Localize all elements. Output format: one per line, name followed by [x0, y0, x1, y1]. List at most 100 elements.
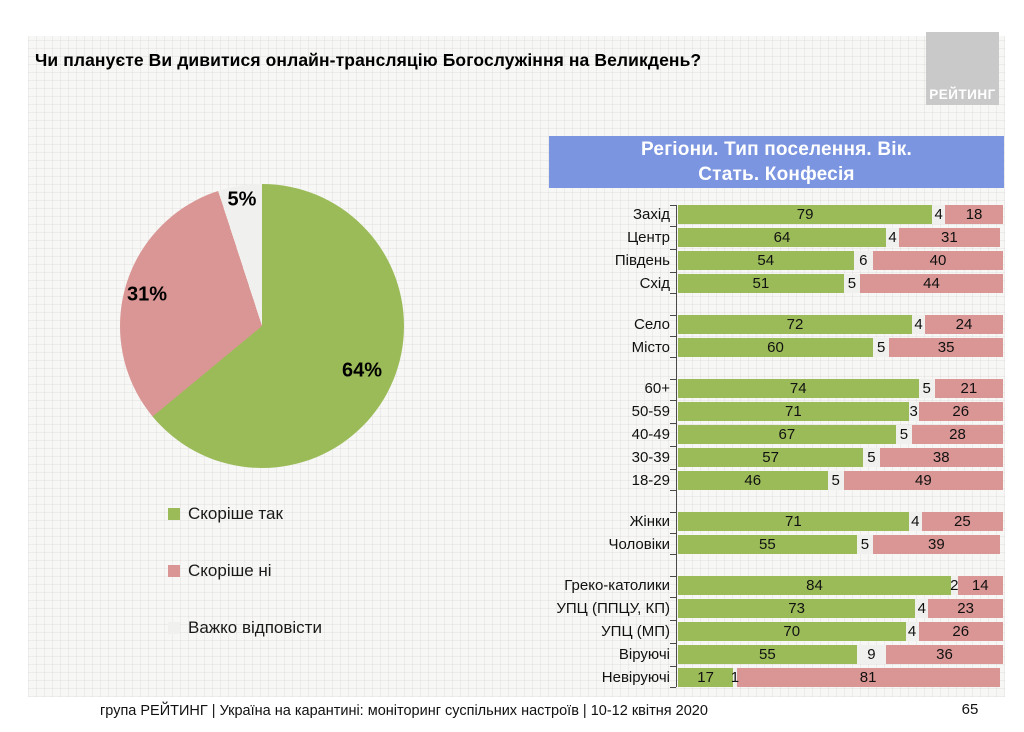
- bar-track: 55 9 36: [678, 645, 1003, 664]
- axis-tick: [670, 687, 676, 688]
- bar-value-label: 6: [859, 252, 868, 269]
- bar-chart-header-line1: Регіони. Тип поселення. Вік.: [641, 139, 912, 160]
- axis-tick: [670, 554, 676, 555]
- bar-segment-no: 39: [873, 535, 1000, 554]
- bar-segment-no: 81: [736, 668, 1000, 687]
- bar-category-label: Південь: [614, 252, 670, 269]
- bar-category-label: Центр: [627, 229, 670, 246]
- axis-tick: [670, 400, 676, 401]
- bar-row: Південь 54 6 40: [420, 251, 1003, 270]
- bar-segment-yes: 73: [678, 599, 916, 618]
- pie-label-hard: 5%: [227, 188, 257, 211]
- bar-category-label: Невіруючі: [601, 669, 670, 686]
- bar-track: 71 4 25: [678, 512, 1003, 531]
- bar-chart-header: Регіони. Тип поселення. Вік. Стать. Конф…: [549, 136, 1004, 188]
- rating-group-logo-text: РЕЙТИНГ: [929, 87, 996, 102]
- bar-value-label: 1: [730, 669, 740, 686]
- axis-tick: [670, 423, 676, 424]
- bar-category-label: УПЦ (ППЦУ, КП): [556, 600, 670, 617]
- bar-group-gender: Жінки 71 4 25 Чоловіки 55 5 39: [420, 512, 1003, 554]
- bar-value-label: 39: [928, 536, 945, 553]
- bar-segment-no: 40: [873, 251, 1003, 270]
- bar-row: Місто 60 5 35: [420, 338, 1003, 357]
- axis-tick: [670, 205, 676, 206]
- bar-row: 30-39 57 5 38: [420, 448, 1003, 467]
- bar-segment-yes: 17: [678, 668, 734, 687]
- bar-value-label: 49: [915, 472, 932, 489]
- bar-value-label: 5: [831, 472, 840, 489]
- bar-segment-yes: 64: [678, 228, 886, 247]
- bar-track: 57 5 38: [678, 448, 1003, 467]
- bar-value-label: 4: [888, 229, 897, 246]
- bar-segment-hard: 5: [895, 425, 912, 444]
- axis-tick: [670, 512, 676, 513]
- bar-track: 67 5 28: [678, 425, 1003, 444]
- bar-chart: Захід 79 4 18 Центр 64 4 31 Південь 54 6 40 Схід 51 5 4…: [420, 205, 1003, 709]
- bar-group-region: Захід 79 4 18 Центр 64 4 31 Південь 54 6 40 Схід 51 5 4…: [420, 205, 1003, 293]
- bar-track: 46 5 49: [678, 471, 1003, 490]
- bar-value-label: 4: [917, 600, 926, 617]
- axis-tick: [670, 272, 676, 273]
- bar-value-label: 5: [922, 380, 931, 397]
- bar-category-label: 60+: [644, 380, 670, 397]
- bar-segment-hard: 5: [843, 274, 860, 293]
- bar-segment-yes: 84: [678, 576, 951, 595]
- bar-value-label: 57: [762, 449, 779, 466]
- bar-category-label: Греко-католики: [564, 577, 670, 594]
- bar-segment-no: 35: [889, 338, 1003, 357]
- bar-value-label: 67: [778, 426, 796, 443]
- bar-segment-hard: 5: [863, 448, 880, 467]
- bar-value-label: 84: [806, 577, 823, 594]
- bar-row: Невіруючі 17 1 81: [420, 668, 1003, 687]
- bar-row: Греко-католики 84 2 14: [420, 576, 1003, 595]
- bar-segment-hard: 9: [856, 645, 886, 664]
- legend-label: Важко відповісти: [188, 618, 322, 637]
- legend-item: Скоріше так: [168, 504, 322, 523]
- bar-segment-no: 31: [899, 228, 1000, 247]
- bar-value-label: 4: [911, 513, 920, 530]
- axis-tick: [670, 643, 676, 644]
- bar-value-label: 71: [785, 513, 802, 530]
- axis-tick: [670, 597, 676, 598]
- bar-segment-hard: 5: [873, 338, 890, 357]
- bar-segment-no: 14: [957, 576, 1003, 595]
- legend-swatch-icon: [168, 565, 180, 577]
- legend-item: Скоріше ні: [168, 561, 322, 580]
- bar-row: 50-59 71 3 26: [420, 402, 1003, 421]
- bar-value-label: 72: [786, 316, 804, 333]
- bar-category-label: Схід: [639, 275, 670, 292]
- bar-segment-yes: 51: [678, 274, 844, 293]
- legend-swatch-icon: [168, 622, 180, 634]
- axis-tick: [670, 249, 676, 250]
- bar-value-label: 4: [914, 316, 923, 333]
- bar-category-label: Віруючі: [618, 646, 670, 663]
- bar-row: Село 72 4 24: [420, 315, 1003, 334]
- legend-item: Важко відповісти: [168, 618, 322, 637]
- bar-value-label: 23: [957, 600, 974, 617]
- bar-segment-yes: 46: [678, 471, 828, 490]
- axis-tick: [670, 620, 676, 621]
- bar-row: 40-49 67 5 28: [420, 425, 1003, 444]
- bar-value-label: 55: [759, 646, 776, 663]
- bar-row: Віруючі 55 9 36: [420, 645, 1003, 664]
- bar-segment-yes: 74: [678, 379, 919, 398]
- bar-value-label: 5: [876, 339, 886, 356]
- page-number: 65: [961, 701, 979, 718]
- bar-value-label: 70: [783, 623, 801, 640]
- bar-segment-hard: 4: [912, 315, 925, 334]
- bar-value-label: 5: [860, 536, 870, 553]
- bar-value-label: 74: [789, 380, 807, 397]
- bar-segment-yes: 79: [678, 205, 933, 224]
- bar-group-age: 60+ 74 5 21 50-59 71 3 26 40-49 67 5 28 30-39 57 5 38 18…: [420, 379, 1003, 490]
- bar-segment-hard: 2: [950, 576, 958, 595]
- bar-row: Чоловіки 55 5 39: [420, 535, 1003, 554]
- bar-track: 73 4 23: [678, 599, 1003, 618]
- bar-segment-yes: 71: [678, 512, 909, 531]
- bar-segment-no: 26: [918, 622, 1003, 641]
- bar-value-label: 24: [955, 316, 973, 333]
- bar-category-label: 40-49: [631, 426, 670, 443]
- bar-segment-yes: 71: [678, 402, 909, 421]
- bar-segment-yes: 67: [678, 425, 896, 444]
- axis-tick: [670, 357, 676, 358]
- bar-value-label: 26: [952, 403, 970, 420]
